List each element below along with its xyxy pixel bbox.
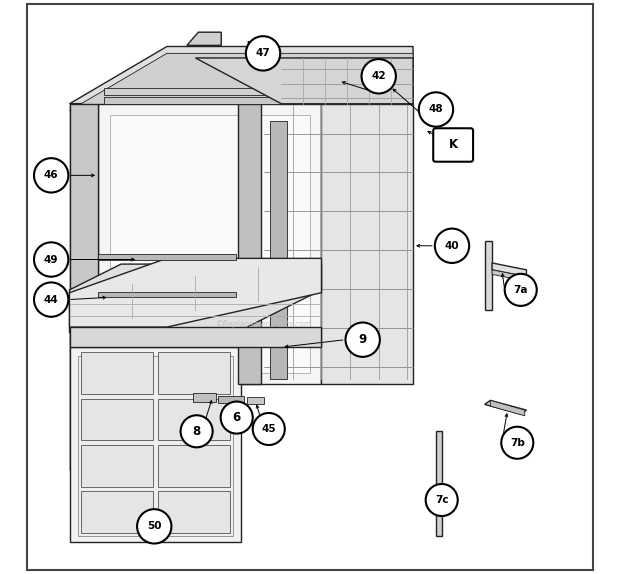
Circle shape [221,402,253,433]
Text: K: K [449,138,458,152]
Polygon shape [436,431,441,536]
Text: 47: 47 [255,48,270,59]
Polygon shape [104,88,413,95]
Text: 7b: 7b [510,438,525,448]
Polygon shape [69,347,241,542]
Polygon shape [485,401,526,414]
Polygon shape [69,104,110,470]
Circle shape [34,282,68,317]
Bar [158,399,230,440]
Text: 40: 40 [445,241,459,251]
Text: 46: 46 [44,170,58,180]
Polygon shape [78,356,232,536]
Polygon shape [195,58,413,104]
Polygon shape [270,121,287,379]
Circle shape [501,426,533,459]
Polygon shape [69,53,413,111]
Polygon shape [69,264,321,333]
Polygon shape [69,46,413,104]
Circle shape [246,36,280,71]
Polygon shape [98,104,321,385]
Polygon shape [69,104,98,470]
Circle shape [435,228,469,263]
Polygon shape [69,104,110,121]
Bar [158,491,230,533]
Text: 8: 8 [192,425,201,438]
Polygon shape [492,263,526,277]
Bar [158,352,230,394]
Polygon shape [104,97,413,104]
Circle shape [361,59,396,94]
Text: 6: 6 [232,411,241,424]
Text: 42: 42 [371,71,386,82]
Polygon shape [490,401,525,416]
Polygon shape [98,254,236,259]
Polygon shape [321,104,413,385]
Bar [81,399,153,440]
Polygon shape [247,397,264,404]
Polygon shape [69,258,321,327]
Text: 7a: 7a [513,285,528,295]
Polygon shape [218,396,244,403]
Circle shape [505,274,537,306]
Polygon shape [193,393,216,402]
Text: 45: 45 [262,424,276,434]
Circle shape [426,484,458,516]
Polygon shape [110,115,310,373]
Polygon shape [187,32,221,45]
Text: 7c: 7c [435,495,448,505]
Text: 44: 44 [44,294,58,305]
Polygon shape [485,241,492,310]
Polygon shape [239,104,261,385]
Circle shape [418,92,453,127]
Circle shape [253,413,285,445]
Circle shape [34,242,68,277]
Bar [81,445,153,487]
Polygon shape [98,292,236,297]
Bar [158,445,230,487]
FancyBboxPatch shape [433,128,473,162]
Circle shape [180,415,213,447]
Circle shape [345,323,380,357]
Polygon shape [492,270,526,281]
Bar [81,491,153,533]
Text: 49: 49 [44,254,58,265]
Circle shape [34,158,68,192]
Text: 48: 48 [428,104,443,114]
Polygon shape [69,327,321,347]
Text: ©ReplacementParts.com: ©ReplacementParts.com [216,320,312,329]
Text: 9: 9 [358,333,367,346]
Text: 50: 50 [147,521,161,532]
Bar [81,352,153,394]
Circle shape [137,509,171,544]
